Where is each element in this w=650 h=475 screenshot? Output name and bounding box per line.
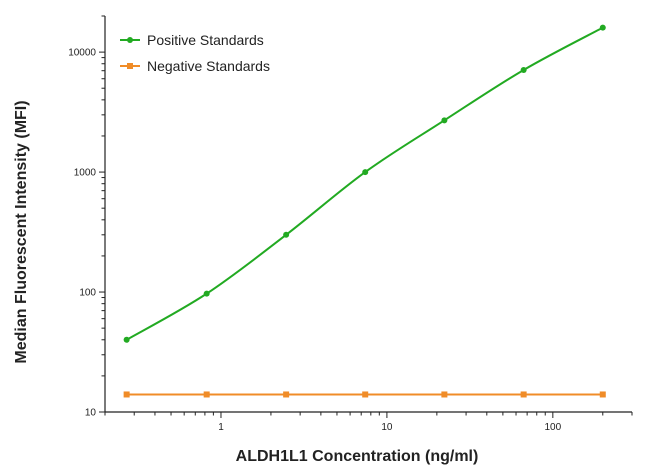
y-tick-label: 100	[79, 288, 96, 299]
y-ticks: 10 100 1000 10000	[68, 15, 105, 419]
legend-label: Positive Standards	[147, 32, 264, 48]
data-point	[520, 66, 527, 73]
data-point	[599, 24, 606, 31]
x-tick-label: 1	[218, 422, 224, 433]
x-tick-label: 10	[381, 422, 393, 433]
legend-label: Negative Standards	[147, 58, 270, 74]
data-point	[362, 169, 369, 176]
data-point	[283, 231, 290, 238]
legend-marker	[127, 63, 133, 69]
y-tick-label: 10	[85, 408, 97, 419]
x-axis-title: ALDH1L1 Concentration (ng/ml)	[236, 448, 479, 465]
data-point	[283, 391, 290, 398]
data-point	[441, 117, 448, 124]
x-tick-label: 100	[544, 422, 561, 433]
data-point	[599, 391, 606, 398]
y-tick-label: 10000	[68, 48, 96, 59]
data-point	[520, 391, 527, 398]
data-point	[123, 336, 130, 343]
data-point	[123, 391, 130, 398]
data-point	[362, 391, 369, 398]
y-axis-title: Median Fluorescent Intensity (MFI)	[13, 100, 30, 363]
data-point	[441, 391, 448, 398]
data-point	[203, 391, 210, 398]
data-point	[203, 290, 210, 297]
y-tick-label: 1000	[74, 168, 97, 179]
series-layer	[123, 24, 606, 398]
legend-marker	[127, 37, 133, 43]
series-line-1	[126, 26, 604, 341]
legend: Positive Standards Negative Standards	[120, 32, 270, 74]
axes	[104, 16, 632, 413]
x-ticks: 1 10 100	[104, 412, 633, 433]
